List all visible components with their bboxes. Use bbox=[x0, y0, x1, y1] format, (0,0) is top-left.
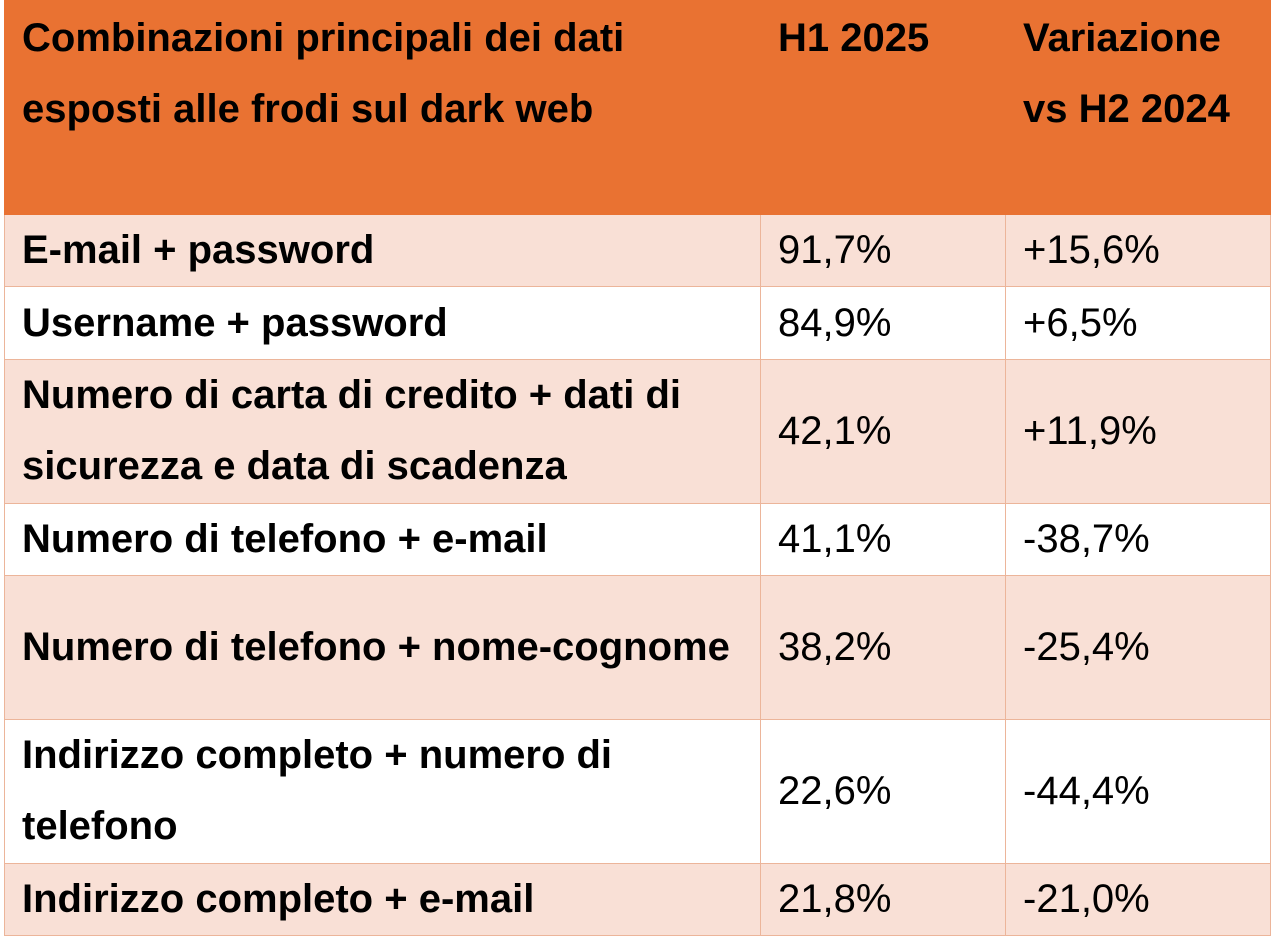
row-label: Numero di telefono + nome-cognome bbox=[4, 574, 761, 720]
row-label: Indirizzo completo + numero di telefono bbox=[4, 718, 761, 864]
h1-2025-value: 22,6% bbox=[760, 718, 1006, 864]
column-header-combinations: Combinazioni principali dei dati esposti… bbox=[4, 0, 761, 215]
table-row: Numero di telefono + e-mail 41,1% -38,7% bbox=[4, 502, 1271, 576]
row-label: Numero di telefono + e-mail bbox=[4, 502, 761, 576]
table-row: Username + password 84,9% +6,5% bbox=[4, 286, 1271, 360]
h1-2025-value: 41,1% bbox=[760, 502, 1006, 576]
h1-2025-value: 91,7% bbox=[760, 213, 1006, 288]
table-row: Numero di telefono + nome-cognome 38,2% … bbox=[4, 574, 1271, 720]
variation-value: -44,4% bbox=[1005, 718, 1271, 864]
row-label: E-mail + password bbox=[4, 213, 761, 288]
variation-value: +15,6% bbox=[1005, 213, 1271, 288]
row-label: Username + password bbox=[4, 286, 761, 360]
h1-2025-value: 42,1% bbox=[760, 358, 1006, 504]
h1-2025-value: 38,2% bbox=[760, 574, 1006, 720]
variation-value: -25,4% bbox=[1005, 574, 1271, 720]
data-table: Combinazioni principali dei dati esposti… bbox=[4, 0, 1271, 937]
table-row: Numero di carta di credito + dati di sic… bbox=[4, 358, 1271, 504]
variation-value: -38,7% bbox=[1005, 502, 1271, 576]
column-header-h1-2025: H1 2025 bbox=[760, 0, 1006, 215]
h1-2025-value: 84,9% bbox=[760, 286, 1006, 360]
column-header-variation: Variazione vs H2 2024 bbox=[1005, 0, 1271, 215]
header-row: Combinazioni principali dei dati esposti… bbox=[4, 0, 1271, 215]
variation-value: +6,5% bbox=[1005, 286, 1271, 360]
h1-2025-value: 21,8% bbox=[760, 862, 1006, 937]
table-row: Indirizzo completo + e-mail 21,8% -21,0% bbox=[4, 862, 1271, 937]
row-label: Numero di carta di credito + dati di sic… bbox=[4, 358, 761, 504]
table-row: E-mail + password 91,7% +15,6% bbox=[4, 213, 1271, 288]
variation-value: -21,0% bbox=[1005, 862, 1271, 937]
table-row: Indirizzo completo + numero di telefono … bbox=[4, 718, 1271, 864]
row-label: Indirizzo completo + e-mail bbox=[4, 862, 761, 937]
variation-value: +11,9% bbox=[1005, 358, 1271, 504]
